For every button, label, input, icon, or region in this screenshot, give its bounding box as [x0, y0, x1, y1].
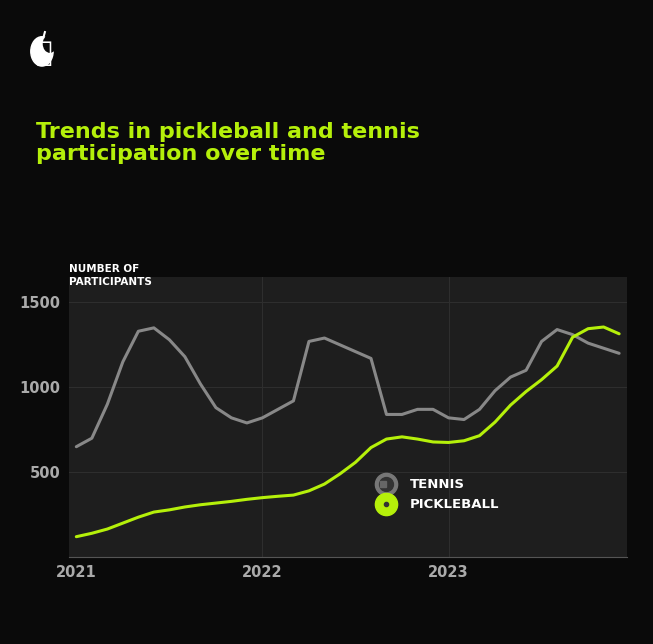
- Text: TENNIS: TENNIS: [410, 478, 465, 491]
- Circle shape: [43, 35, 56, 52]
- Text: participation over time: participation over time: [36, 144, 325, 164]
- Text: NUMBER OF: NUMBER OF: [69, 263, 139, 274]
- Text: PARTICIPANTS: PARTICIPANTS: [69, 276, 151, 287]
- Text: : : [36, 39, 52, 66]
- Text: PICKLEBALL: PICKLEBALL: [410, 498, 500, 511]
- Circle shape: [31, 37, 53, 66]
- Text: Trends in pickleball and tennis: Trends in pickleball and tennis: [36, 122, 420, 142]
